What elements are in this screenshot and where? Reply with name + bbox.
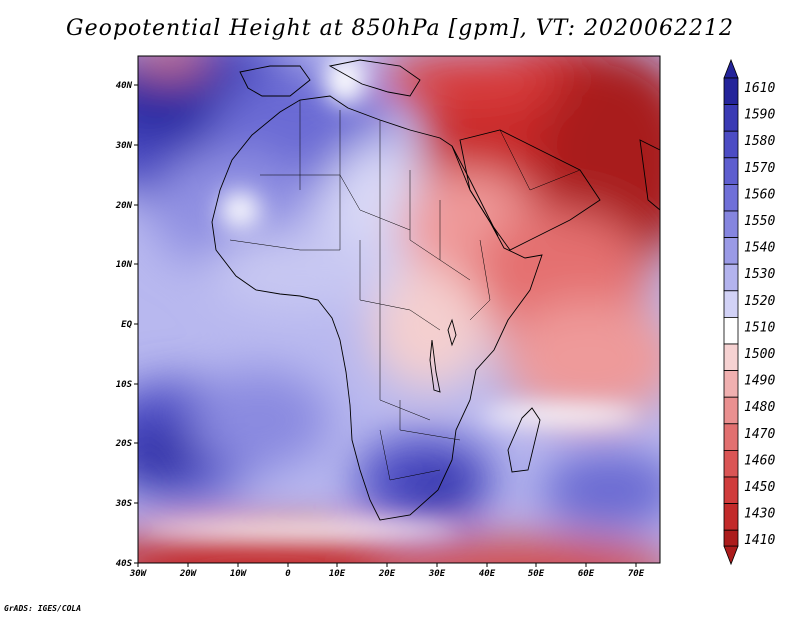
- colorbar-label: 1470: [744, 427, 775, 442]
- footer-credit: GrADS: IGES/COLA: [4, 604, 82, 613]
- y-tick-label: 30N: [115, 141, 133, 151]
- colorbar-label: 1510: [744, 320, 775, 335]
- y-tick-label: 10S: [116, 380, 133, 390]
- colorbar-label: 1560: [744, 187, 775, 202]
- y-tick-label: 40S: [116, 559, 133, 569]
- country-borders: [229, 100, 581, 481]
- colorbar-swatch: [723, 449, 739, 478]
- x-tick-label: 40E: [479, 569, 496, 579]
- y-tick-label: 40N: [116, 81, 133, 91]
- x-tick-label: 60E: [578, 569, 595, 579]
- y-tick-label: 20N: [115, 201, 133, 211]
- y-tick-label: 30S: [115, 499, 133, 509]
- colorbar-swatch: [723, 77, 739, 106]
- colorbar-swatch: [723, 157, 739, 185]
- colorbar-label: 1580: [744, 134, 775, 149]
- colorbar-label: 1530: [744, 267, 775, 282]
- y-tick-label: EQ: [121, 320, 132, 330]
- colorbar-label: 1490: [744, 374, 775, 389]
- chart-title: Geopotential Height at 850hPa [gpm], VT:…: [66, 16, 734, 41]
- colorbar-label: 1430: [744, 507, 775, 522]
- colorbar-bottom-arrow: [723, 545, 739, 566]
- x-tick-label: 20W: [179, 569, 198, 579]
- colorbar-label: 1540: [744, 241, 775, 256]
- height-field: [138, 56, 660, 563]
- colorbar-swatch: [723, 104, 739, 132]
- colorbar-top-arrow: [723, 58, 739, 79]
- x-tick-label: 10E: [329, 569, 346, 579]
- colorbar-label: 1570: [744, 161, 775, 176]
- y-axis: 40S 30S 20S 10S EQ 10N 20N 30N 40N: [115, 81, 138, 569]
- x-tick-label: 30W: [129, 569, 148, 579]
- colorbar-swatch: [723, 396, 739, 425]
- map-frame: [137, 55, 661, 564]
- x-tick-label: 0: [285, 569, 291, 579]
- colorbar-label: 1410: [744, 533, 775, 548]
- colorbar-swatch: [723, 529, 739, 547]
- x-tick-label: 10W: [230, 569, 248, 579]
- colorbar-label: 1590: [744, 108, 775, 123]
- y-tick-label: 20S: [115, 439, 133, 449]
- colorbar-label: 1450: [744, 480, 775, 495]
- coastlines: [211, 59, 660, 521]
- colorbar-label: 1520: [744, 294, 775, 309]
- colorbar-swatch: [723, 316, 739, 345]
- colorbar-swatch: [723, 370, 739, 398]
- x-axis: 30W 20W 10W 0 10E 20E 30E 40E 50E 60E 70…: [129, 563, 645, 579]
- colorbar-swatch: [723, 503, 739, 531]
- colorbar-swatch: [723, 130, 739, 159]
- colorbar-swatch: [723, 423, 739, 451]
- y-tick-label: 10N: [116, 260, 133, 270]
- x-tick-label: 70E: [628, 569, 645, 579]
- x-tick-label: 20E: [378, 569, 396, 579]
- colorbar-swatch: [723, 343, 739, 372]
- colorbar-swatch: [723, 290, 739, 318]
- x-tick-label: 30E: [428, 569, 446, 579]
- colorbar-label: 1480: [744, 400, 775, 415]
- colorbar: 1610 1590 1580 1570 1560 1550 1540 1530 1520 1510…: [723, 58, 775, 566]
- colorbar-label: 1500: [744, 347, 775, 362]
- colorbar-label: 1610: [744, 81, 775, 96]
- colorbar-swatch: [723, 237, 739, 265]
- colorbar-swatch: [723, 183, 739, 212]
- colorbar-swatch: [723, 263, 739, 292]
- colorbar-label: 1460: [744, 453, 775, 468]
- colorbar-swatch: [723, 476, 739, 505]
- colorbar-swatch: [723, 210, 739, 239]
- x-tick-label: 50E: [528, 569, 545, 579]
- colorbar-label: 1550: [744, 214, 775, 229]
